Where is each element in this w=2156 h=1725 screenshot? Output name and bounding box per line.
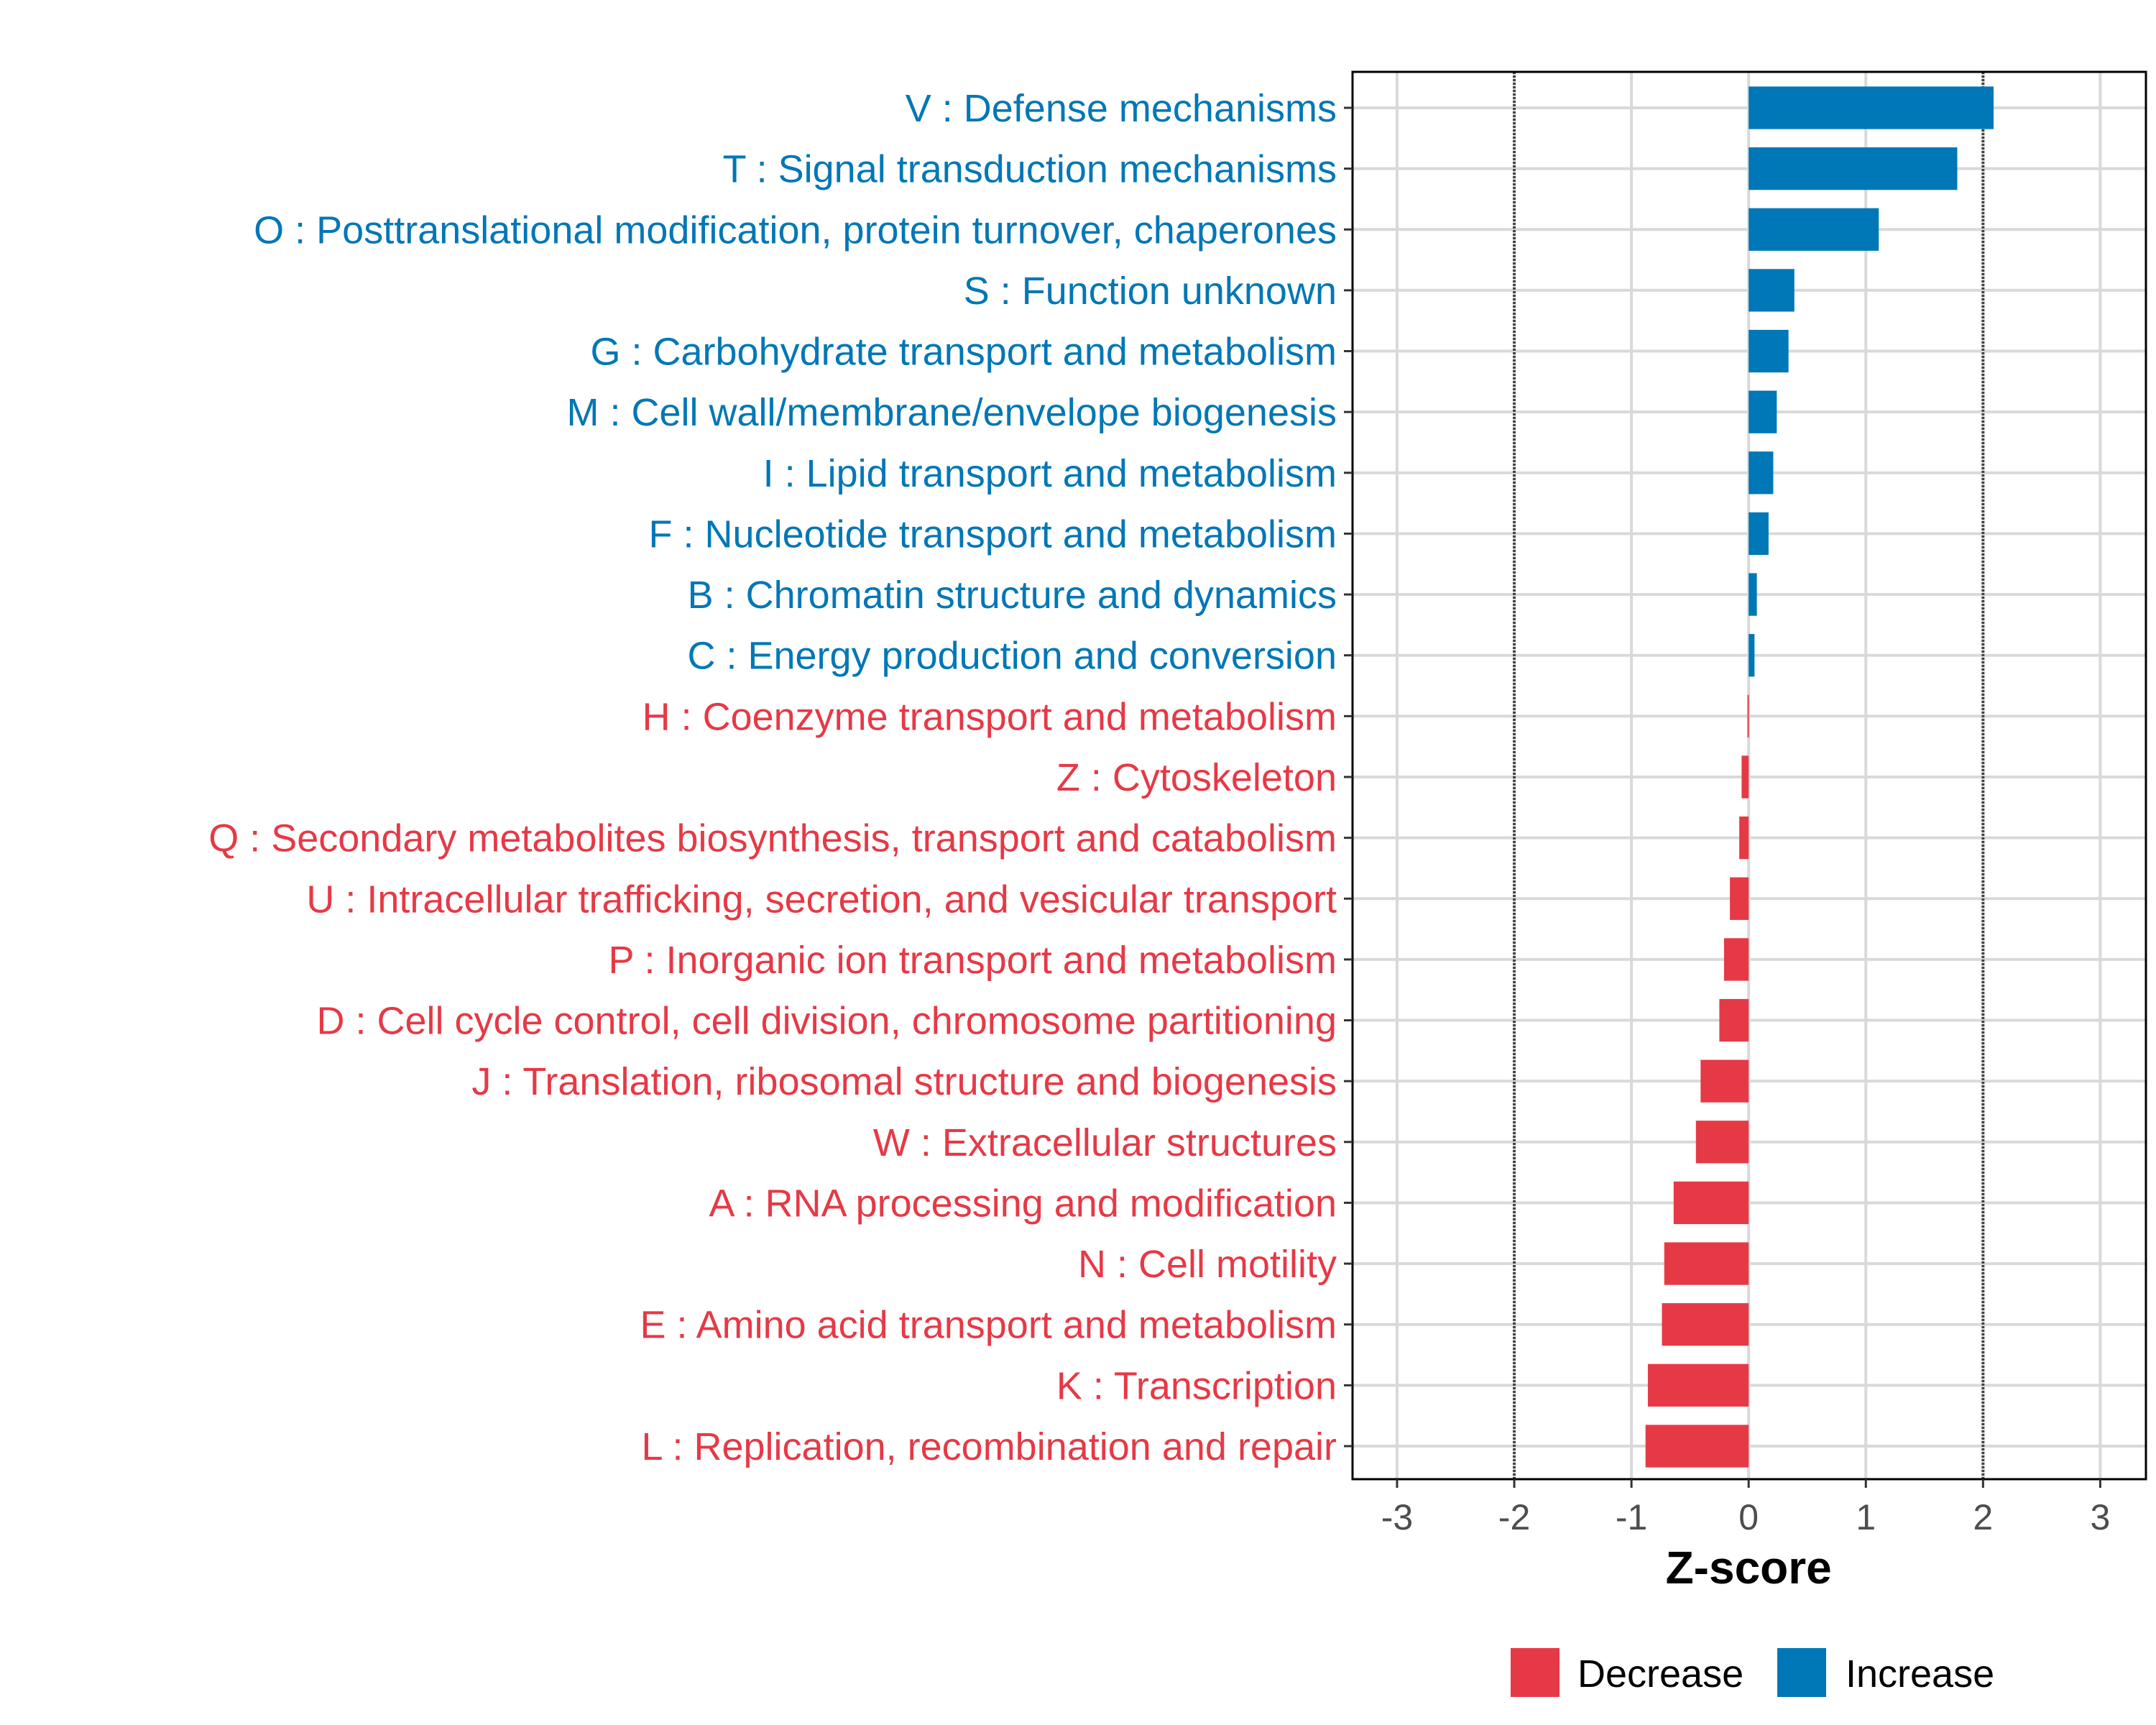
bar [1749,573,1757,616]
category-label: O : Posttranslational modification, prot… [254,208,1337,252]
category-label: Z : Cytoskeleton [1056,756,1337,799]
bar [1749,451,1774,494]
category-label: E : Amino acid transport and metabolism [640,1304,1337,1347]
x-tick-label: 0 [1738,1497,1759,1537]
bar [1749,390,1777,433]
legend: Decrease Increase [1511,1648,1994,1697]
category-label: P : Inorganic ion transport and metaboli… [608,939,1337,982]
x-tick-label: -1 [1616,1497,1647,1537]
category-label: S : Function unknown [964,270,1337,313]
reference-lines [1513,72,1985,1479]
bar [1749,208,1879,251]
category-label: V : Defense mechanisms [906,87,1337,130]
bar [1749,329,1789,373]
legend-key-increase [1777,1648,1826,1697]
category-label: K : Transcription [1056,1364,1337,1407]
bar [1739,816,1749,860]
bar [1730,877,1749,920]
bars [1645,86,1994,1468]
bar [1749,86,1994,129]
category-label: D : Cell cycle control, cell division, c… [316,1000,1337,1043]
category-label: C : Energy production and conversion [687,635,1337,678]
category-labels: V : Defense mechanisms T : Signal transdu… [208,87,1353,1468]
category-label: I : Lipid transport and metabolism [763,452,1337,495]
legend-label-decrease: Decrease [1577,1652,1743,1696]
bar [1719,998,1749,1042]
bar [1647,1363,1749,1407]
category-label: M : Cell wall/membrane/envelope biogenes… [566,391,1337,434]
bar [1747,694,1749,737]
bar [1741,755,1749,799]
x-tick-label: -3 [1381,1497,1413,1537]
x-tick-label: 3 [2090,1497,2110,1537]
x-axis-ticks: -3 -2 -1 0 1 2 3 [1381,1479,2110,1537]
x-tick-label: 2 [1973,1497,1993,1537]
legend-label-increase: Increase [1846,1652,1994,1696]
bar [1662,1303,1749,1346]
category-label: J : Translation, ribosomal structure and… [471,1060,1337,1103]
bar [1749,147,1958,190]
bar [1749,634,1755,677]
category-label: H : Coenzyme transport and metabolism [642,695,1337,738]
category-label: T : Signal transduction mechanisms [723,148,1337,191]
bar [1645,1425,1749,1468]
category-label: A : RNA processing and modification [709,1182,1337,1225]
category-label: F : Nucleotide transport and metabolism [649,512,1337,556]
category-label: G : Carbohydrate transport and metabolis… [591,331,1337,374]
bar [1749,269,1795,312]
category-label: W : Extracellular structures [873,1121,1337,1164]
bar [1673,1181,1749,1225]
category-label: L : Replication, recombination and repai… [641,1425,1337,1468]
bar [1723,938,1749,981]
x-tick-label: -2 [1498,1497,1530,1537]
bar [1749,512,1769,556]
x-axis-title: Z-score [1666,1542,1832,1593]
legend-key-decrease [1511,1648,1560,1697]
category-label: Q : Secondary metabolites biosynthesis, … [208,817,1337,860]
bar [1700,1059,1749,1103]
x-tick-label: 1 [1856,1497,1876,1537]
category-label: N : Cell motility [1078,1243,1337,1286]
bar [1664,1242,1749,1285]
category-label: B : Chromatin structure and dynamics [688,574,1337,617]
category-label: U : Intracellular trafficking, secretion… [306,878,1337,921]
bar [1695,1121,1749,1164]
